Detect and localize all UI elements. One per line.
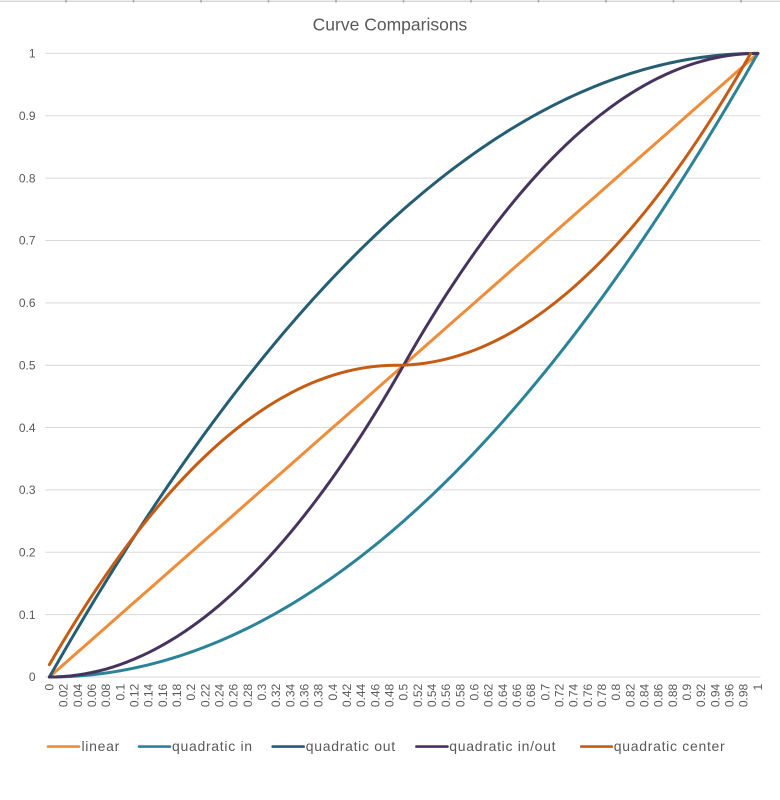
svg-text:0.08: 0.08 bbox=[99, 683, 113, 707]
svg-text:0.9: 0.9 bbox=[680, 683, 694, 700]
svg-text:0.78: 0.78 bbox=[595, 683, 609, 707]
svg-text:0.44: 0.44 bbox=[354, 683, 368, 707]
svg-text:0.88: 0.88 bbox=[666, 683, 680, 707]
svg-text:0.3: 0.3 bbox=[19, 483, 36, 497]
svg-text:0.38: 0.38 bbox=[312, 683, 326, 707]
svg-text:0.62: 0.62 bbox=[482, 683, 496, 707]
svg-text:0.86: 0.86 bbox=[652, 683, 666, 707]
svg-text:0.48: 0.48 bbox=[383, 683, 397, 707]
svg-text:0.1: 0.1 bbox=[19, 608, 36, 622]
svg-text:quadratic center: quadratic center bbox=[614, 738, 726, 754]
svg-text:0.2: 0.2 bbox=[19, 545, 36, 559]
svg-text:0.34: 0.34 bbox=[283, 683, 297, 707]
svg-text:1: 1 bbox=[29, 47, 36, 61]
svg-text:0.14: 0.14 bbox=[142, 683, 156, 707]
svg-text:Curve Comparisons: Curve Comparisons bbox=[313, 15, 468, 35]
svg-text:0.5: 0.5 bbox=[19, 358, 36, 372]
svg-text:0.02: 0.02 bbox=[57, 683, 71, 707]
svg-text:0.8: 0.8 bbox=[19, 171, 36, 185]
svg-text:0.94: 0.94 bbox=[708, 683, 722, 707]
svg-text:0.24: 0.24 bbox=[213, 683, 227, 707]
svg-text:0.22: 0.22 bbox=[198, 683, 212, 707]
svg-text:0.9: 0.9 bbox=[19, 109, 36, 123]
svg-text:0.64: 0.64 bbox=[496, 683, 510, 707]
svg-text:0.4: 0.4 bbox=[19, 421, 36, 435]
svg-text:0.8: 0.8 bbox=[609, 683, 623, 700]
svg-text:0.3: 0.3 bbox=[255, 683, 269, 700]
svg-text:0.04: 0.04 bbox=[71, 683, 85, 707]
svg-text:0.66: 0.66 bbox=[510, 683, 524, 707]
svg-text:0.58: 0.58 bbox=[453, 683, 467, 707]
svg-text:0.6: 0.6 bbox=[19, 296, 36, 310]
svg-text:linear: linear bbox=[82, 738, 120, 754]
svg-text:0.54: 0.54 bbox=[425, 683, 439, 707]
svg-text:0.82: 0.82 bbox=[623, 683, 637, 707]
svg-text:0.5: 0.5 bbox=[397, 683, 411, 700]
svg-text:0.74: 0.74 bbox=[567, 683, 581, 707]
svg-text:0.76: 0.76 bbox=[581, 683, 595, 707]
svg-text:0.1: 0.1 bbox=[113, 683, 127, 700]
svg-text:1: 1 bbox=[751, 683, 765, 690]
svg-text:0.2: 0.2 bbox=[184, 683, 198, 700]
svg-text:0.12: 0.12 bbox=[128, 683, 142, 707]
svg-text:0: 0 bbox=[43, 683, 57, 690]
svg-text:0.84: 0.84 bbox=[638, 683, 652, 707]
svg-text:0.7: 0.7 bbox=[19, 234, 36, 248]
svg-text:0.98: 0.98 bbox=[737, 683, 751, 707]
svg-text:0.92: 0.92 bbox=[694, 683, 708, 707]
svg-text:0.52: 0.52 bbox=[411, 683, 425, 707]
svg-text:0: 0 bbox=[29, 670, 36, 684]
svg-text:0.46: 0.46 bbox=[368, 683, 382, 707]
svg-text:0.06: 0.06 bbox=[85, 683, 99, 707]
svg-text:0.16: 0.16 bbox=[156, 683, 170, 707]
svg-text:0.28: 0.28 bbox=[241, 683, 255, 707]
svg-text:0.36: 0.36 bbox=[298, 683, 312, 707]
svg-text:0.4: 0.4 bbox=[326, 683, 340, 700]
svg-text:0.26: 0.26 bbox=[227, 683, 241, 707]
svg-text:0.18: 0.18 bbox=[170, 683, 184, 707]
svg-text:0.7: 0.7 bbox=[538, 683, 552, 700]
svg-text:quadratic out: quadratic out bbox=[306, 738, 396, 754]
svg-text:0.72: 0.72 bbox=[553, 683, 567, 707]
svg-text:0.6: 0.6 bbox=[468, 683, 482, 700]
svg-text:0.42: 0.42 bbox=[340, 683, 354, 707]
svg-text:quadratic in: quadratic in bbox=[172, 738, 253, 754]
svg-text:0.56: 0.56 bbox=[439, 683, 453, 707]
svg-text:0.68: 0.68 bbox=[524, 683, 538, 707]
svg-text:0.96: 0.96 bbox=[723, 683, 737, 707]
svg-text:quadratic in/out: quadratic in/out bbox=[449, 738, 556, 754]
svg-text:0.32: 0.32 bbox=[269, 683, 283, 707]
